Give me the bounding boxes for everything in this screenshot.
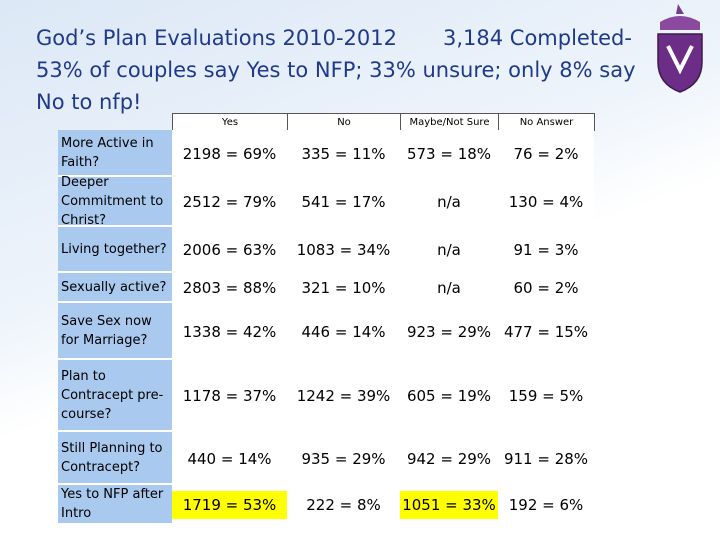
row-label: Still Planning to Contracept? (58, 432, 172, 485)
cell-value: 1338 = 42% (172, 303, 287, 360)
cell-value: n/a (400, 227, 498, 273)
cell-value: 477 = 15% (498, 303, 594, 360)
crest (657, 4, 703, 93)
cell-value: 911 = 28% (498, 432, 594, 485)
cell-value: 573 = 18% (400, 130, 498, 177)
cell-value: 76 = 2% (498, 130, 594, 177)
cell-value: 541 = 17% (287, 177, 400, 227)
summary: 3,184 Completed-53% of couples say Yes t… (36, 26, 636, 114)
cell-value: 440 = 14% (172, 432, 287, 485)
title-text: God’s Plan Evaluations 2010-2012 (36, 26, 397, 50)
cell-value: 1178 = 37% (172, 360, 287, 432)
cell-value: 192 = 6% (498, 485, 594, 525)
cell-value: 335 = 11% (287, 130, 400, 177)
cell-value: 321 = 10% (287, 273, 400, 303)
row-label: Sexually active? (58, 273, 172, 303)
cell-value: 1083 = 34% (287, 227, 400, 273)
row-label: Living together? (58, 227, 172, 273)
cell-value: 2512 = 79% (172, 177, 287, 227)
row-label: Deeper Commitment to Christ? (58, 175, 172, 228)
cell-value: n/a (400, 273, 498, 303)
cell-value: 159 = 5% (498, 360, 594, 432)
cell-value: 2803 = 88% (172, 273, 287, 303)
cell-value: 130 = 4% (498, 177, 594, 227)
cell-value: 923 = 29% (400, 303, 498, 360)
cell-value: 2198 = 69% (172, 130, 287, 177)
cell-value: 2006 = 63% (172, 227, 287, 273)
row-label: More Active in Faith? (58, 130, 172, 177)
cell-value: 605 = 19% (400, 360, 498, 432)
row-label: Plan to Contracept pre-course? (58, 360, 172, 432)
cell-value: 942 = 29% (400, 432, 498, 485)
cell-value: 1051 = 33% (400, 491, 498, 519)
cell-value: 1719 = 53% (172, 491, 287, 519)
cell-value: 91 = 3% (498, 227, 594, 273)
column-header: Maybe/Not Sure (400, 113, 499, 131)
column-header: No (287, 113, 401, 131)
cell-value: 935 = 29% (287, 432, 400, 485)
cell-value: n/a (400, 177, 498, 227)
title: God’s Plan Evaluations 2010-2012 3,184 Co… (36, 22, 636, 118)
column-header: Yes (172, 113, 288, 131)
cell-value: 60 = 2% (498, 273, 594, 303)
row-label: Save Sex now for Marriage? (58, 303, 172, 360)
cell-value: 446 = 14% (287, 303, 400, 360)
cell-value: 1242 = 39% (287, 360, 400, 432)
row-label: Yes to NFP after Intro (58, 485, 172, 525)
cell-value: 222 = 8% (287, 485, 400, 525)
column-header: No Answer (498, 113, 595, 131)
